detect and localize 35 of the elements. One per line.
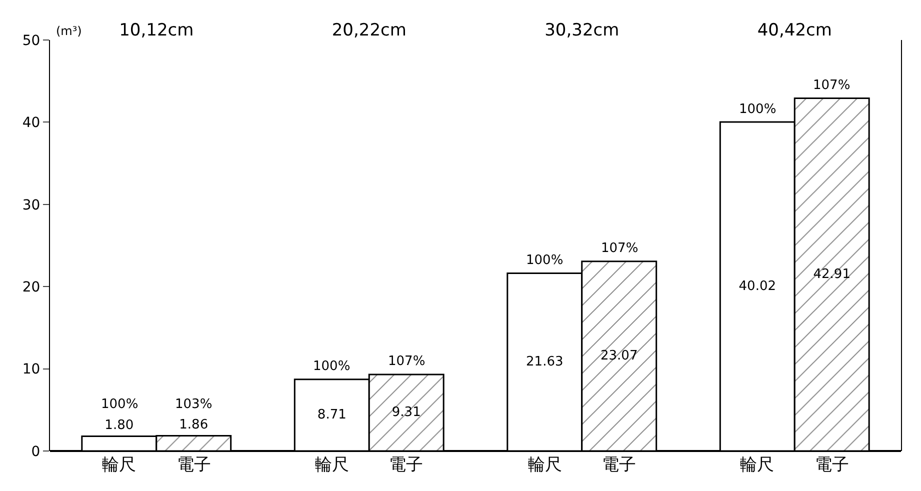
text: 電子 [602,455,636,475]
annotation: 103% [175,397,212,412]
data-label: 42.91 [813,267,850,282]
annotation: 100% [739,102,776,117]
annotation: 107% [601,241,638,256]
data-label: 40.02 [738,279,776,294]
text: 輪尺 [740,455,774,475]
data-label: 23.07 [600,348,638,364]
y-tick-label: 50 [22,32,40,49]
data-label: 1.80 [104,418,134,434]
series-label: 輪尺 [102,455,136,475]
text: 輪尺 [528,455,562,475]
x-tick-label: 40,42cm [757,20,832,41]
data-label: 8.71 [317,408,346,423]
annotation: 107% [813,78,850,93]
y-tick-label: 40 [22,115,40,132]
y-tick-label: 20 [22,280,40,296]
x-tick-label: 10,12cm [119,20,194,41]
annotation: 100% [526,253,564,268]
series-label: 電子 [177,455,211,475]
y-axis-title: (m³) [56,24,82,38]
annotation: 107% [388,354,426,369]
text: 電子 [389,455,423,475]
x-tick-label: 30,32cm [544,20,620,41]
y-tick-label: 0 [31,444,40,460]
annotation: 100% [313,359,350,374]
data-label: 21.63 [526,354,564,370]
y-tick-label: 10 [22,362,40,378]
text: 電子 [815,455,849,475]
x-tick-label: 20,22cm [332,20,406,41]
data-label: 1.86 [179,418,208,433]
y-tick-label: 30 [22,197,40,214]
data-label: 9.31 [392,405,421,420]
text: 輪尺 [315,455,349,475]
annotation: 100% [101,397,138,412]
